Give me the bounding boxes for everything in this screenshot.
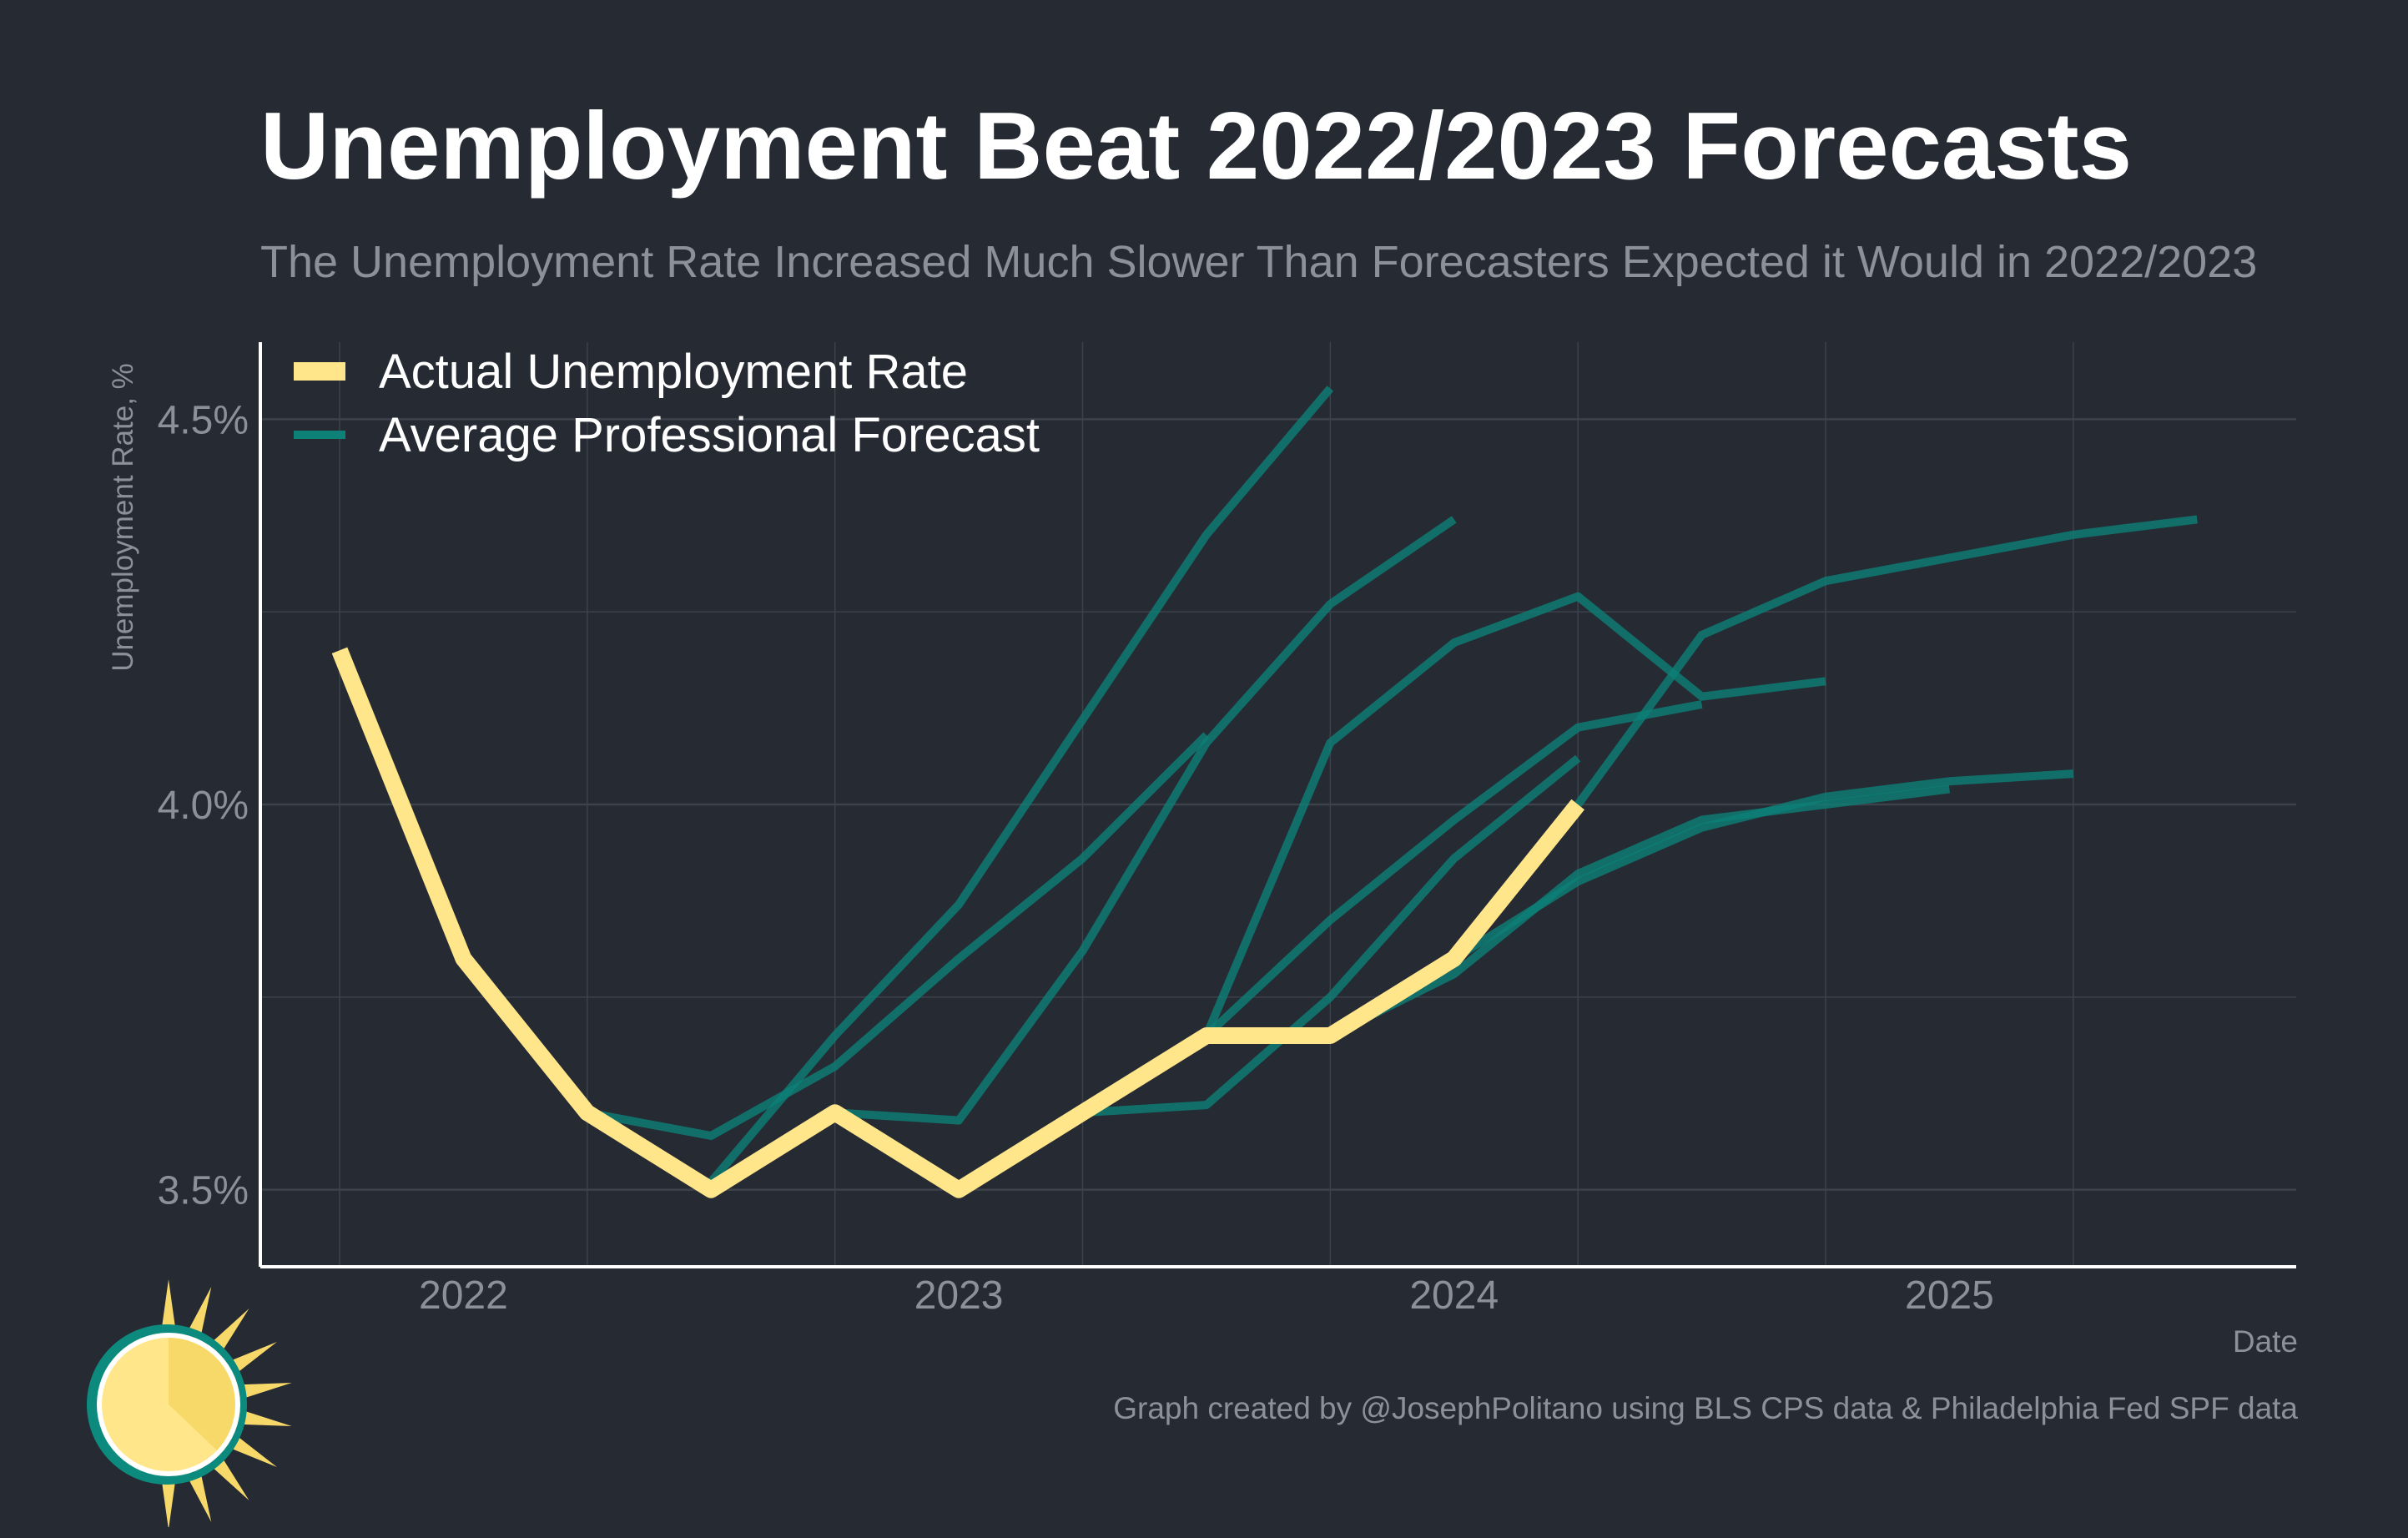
forecast-line-1 xyxy=(586,732,1210,1140)
chart-title: Unemployment Beat 2022/2023 Forecasts xyxy=(260,93,2133,199)
tick-labels: 3.5% 4.0% 4.5% 2022 2023 2024 2025 xyxy=(158,398,1994,1318)
y-tick-label: 4.0% xyxy=(158,784,249,828)
grid-lines xyxy=(260,342,2296,1267)
forecast-line-2 xyxy=(708,386,1334,1185)
forecast-line-7 xyxy=(1328,784,1951,1040)
forecast-series-group xyxy=(586,386,2198,1185)
forecast-line-9 xyxy=(1574,515,2198,807)
actual-unemployment-line xyxy=(331,647,1584,1198)
x-tick-label: 2023 xyxy=(914,1273,1004,1318)
actual-series-group xyxy=(331,647,1584,1198)
chart-subtitle: The Unemployment Rate Increased Much Slo… xyxy=(260,237,2258,287)
source-credit: Graph created by @JosephPolitano using B… xyxy=(1113,1391,2298,1425)
x-tick-label: 2022 xyxy=(419,1273,508,1318)
forecast-line-3 xyxy=(834,516,1457,1125)
forecast-line-5 xyxy=(1203,700,1703,1039)
legend-label-forecast: Average Professional Forecast xyxy=(379,408,1040,462)
legend: Actual Unemployment Rate Average Professi… xyxy=(294,345,1040,462)
forecast-line-8 xyxy=(1452,769,2074,962)
x-tick-label: 2025 xyxy=(1905,1273,1994,1318)
forecast-line-6 xyxy=(1202,592,1826,1037)
sun-logo-icon xyxy=(87,1279,292,1527)
x-tick-label: 2024 xyxy=(1409,1273,1499,1318)
forecast-line-4 xyxy=(1082,754,1581,1117)
x-axis-label: Date xyxy=(2232,1324,2298,1359)
axes xyxy=(259,342,2296,1268)
y-tick-label: 3.5% xyxy=(158,1169,249,1213)
y-tick-label: 4.5% xyxy=(158,398,249,442)
legend-label-actual: Actual Unemployment Rate xyxy=(379,345,968,399)
